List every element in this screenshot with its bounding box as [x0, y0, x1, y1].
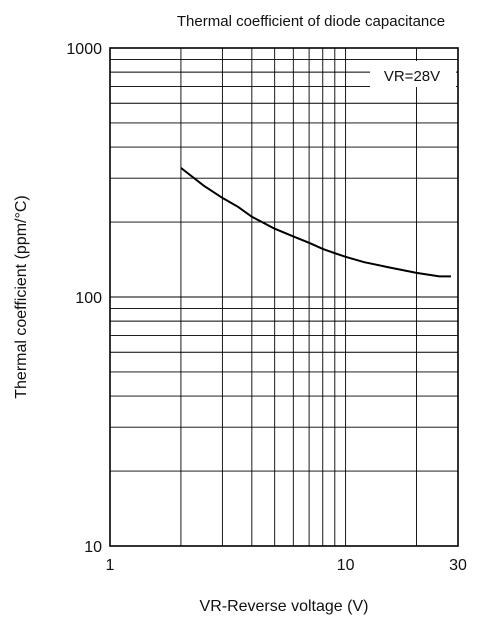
y-tick-label: 100 — [75, 290, 102, 307]
grid-layer — [110, 48, 458, 546]
annotation-background — [370, 61, 456, 87]
x-axis-label: VR-Reverse voltage (V) — [200, 598, 369, 615]
series-line — [180, 167, 451, 278]
chart-title: Thermal coefficient of diode capacitance — [177, 13, 445, 30]
y-axis-label: Thermal coefficient (ppm/°C) — [13, 195, 30, 399]
annotation-vr: VR=28V — [384, 68, 440, 85]
x-tick-label: 30 — [449, 557, 467, 574]
x-tick-label: 10 — [337, 557, 355, 574]
annotation-box: VR=28V — [370, 61, 456, 87]
plot-frame — [109, 47, 459, 547]
y-tick-labels: 10 100 1000 — [66, 41, 102, 556]
y-tick-label: 1000 — [66, 41, 102, 58]
y-tick-label: 10 — [84, 539, 102, 556]
x-tick-label: 1 — [106, 557, 115, 574]
x-tick-labels: 1 10 30 — [106, 557, 467, 574]
